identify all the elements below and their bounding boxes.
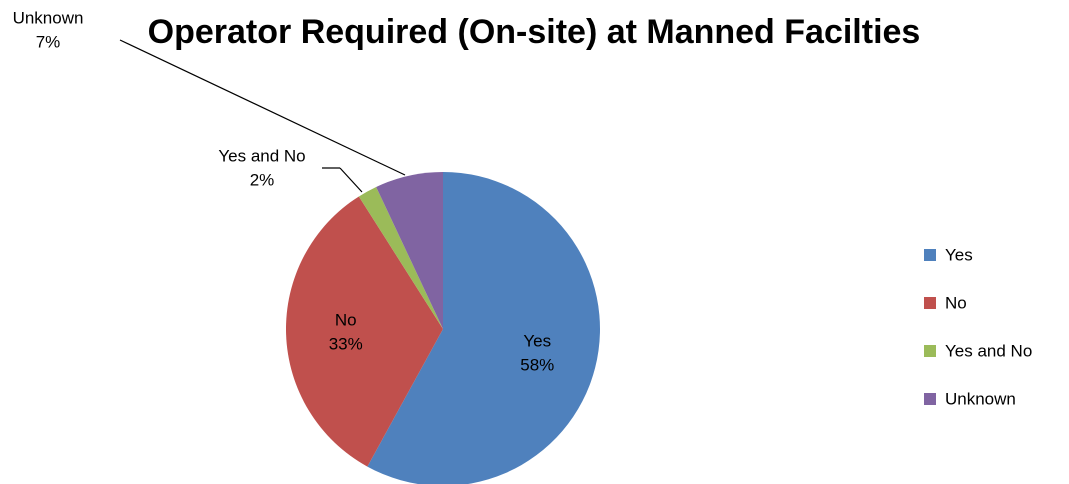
pie-slice xyxy=(367,172,600,484)
legend-swatch xyxy=(924,345,936,357)
legend-label: Yes and No xyxy=(945,341,1032,360)
leader-line xyxy=(119,39,406,176)
legend-swatch xyxy=(924,393,936,405)
legend-label: Yes xyxy=(945,245,973,264)
data-label-value: 33% xyxy=(329,335,363,354)
pie-slice xyxy=(358,186,443,329)
legend-swatch xyxy=(924,249,936,261)
data-label-name: Unknown xyxy=(13,8,84,27)
data-label-name: Yes and No xyxy=(218,146,305,165)
chart-title: Operator Required (On-site) at Manned Fa… xyxy=(147,13,921,51)
legend-label: No xyxy=(945,293,967,312)
data-label-value: 7% xyxy=(36,32,61,51)
data-label-value: 58% xyxy=(520,356,554,375)
data-label-name: No xyxy=(335,311,357,330)
data-label-value: 2% xyxy=(250,170,275,189)
pie-slice xyxy=(286,196,443,467)
data-label-name: Yes xyxy=(523,332,551,351)
legend-swatch xyxy=(924,297,936,309)
leader-line xyxy=(339,167,363,193)
legend-label: Unknown xyxy=(945,389,1016,408)
pie-slice xyxy=(376,172,443,329)
